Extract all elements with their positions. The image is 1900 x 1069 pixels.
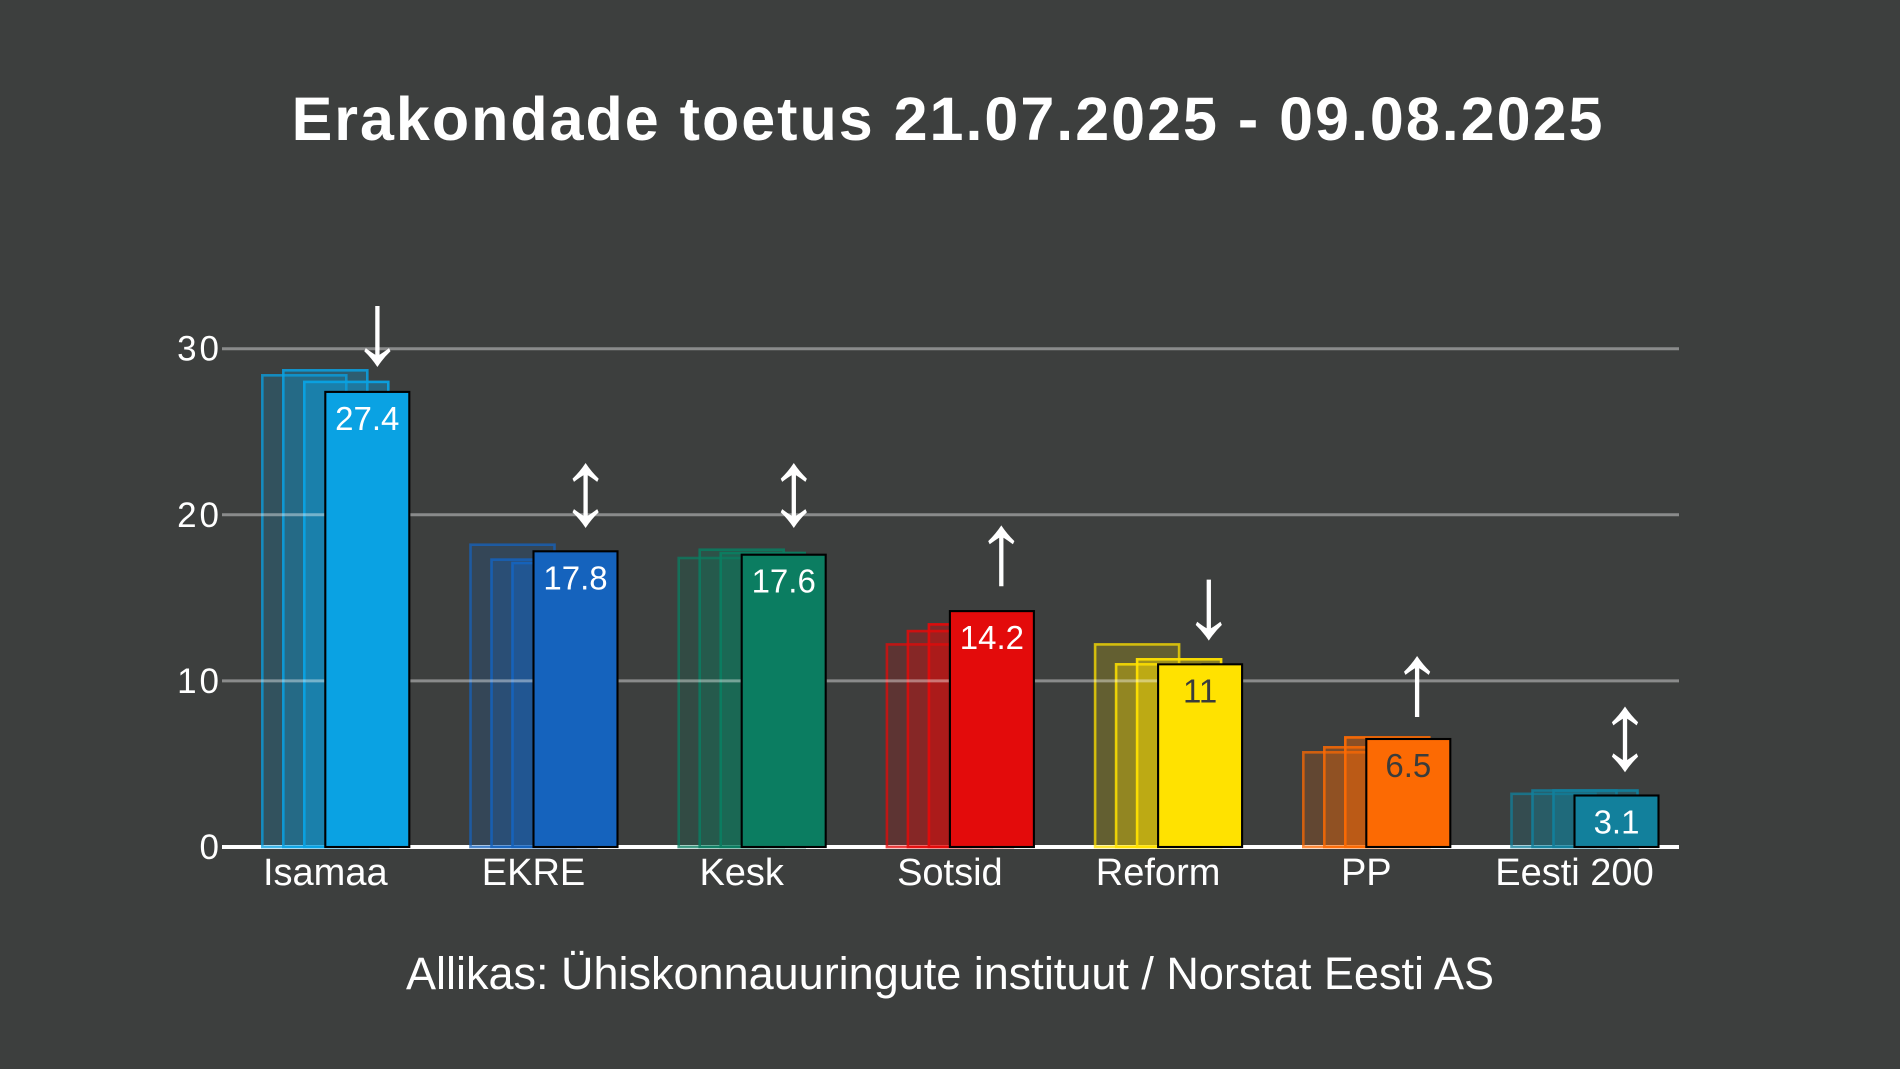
svg-text:0: 0 — [200, 828, 222, 867]
svg-text:PP: PP — [1341, 852, 1392, 894]
svg-text:Kesk: Kesk — [699, 852, 784, 894]
svg-text:11: 11 — [1183, 672, 1217, 709]
svg-text:Allikas: Ühiskonnauuringute in: Allikas: Ühiskonnauuringute instituut / … — [406, 948, 1494, 999]
svg-text:27.4: 27.4 — [335, 400, 399, 437]
svg-text:30: 30 — [177, 330, 222, 369]
svg-text:17.6: 17.6 — [752, 563, 816, 600]
svg-text:Sotsid: Sotsid — [897, 852, 1003, 894]
svg-text:3.1: 3.1 — [1594, 804, 1640, 841]
svg-text:17.8: 17.8 — [543, 559, 607, 596]
svg-text:6.5: 6.5 — [1385, 747, 1431, 784]
svg-text:Reform: Reform — [1096, 852, 1221, 894]
svg-text:Erakondade toetus 21.07.2025 -: Erakondade toetus 21.07.2025 - 09.08.202… — [292, 85, 1605, 153]
svg-text:20: 20 — [177, 496, 222, 535]
svg-text:14.2: 14.2 — [960, 619, 1024, 656]
svg-text:Isamaa: Isamaa — [263, 852, 388, 894]
svg-text:Eesti 200: Eesti 200 — [1495, 852, 1653, 894]
svg-text:10: 10 — [177, 662, 222, 701]
svg-text:EKRE: EKRE — [482, 852, 585, 894]
